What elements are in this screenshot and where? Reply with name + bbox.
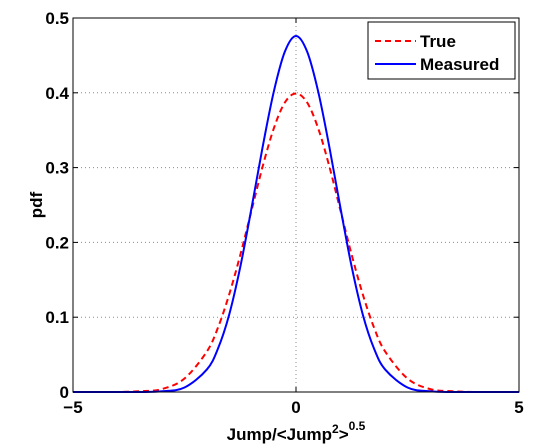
y-axis-label: pdf: [27, 191, 46, 218]
legend: True Measured: [367, 21, 516, 80]
y-tick-label: 0.5: [45, 9, 69, 28]
x-axis-label: Jump/<Jump2>0.5: [227, 419, 366, 444]
axis-ticks: −5 0 500.10.20.30.40.5: [45, 9, 523, 417]
y-tick-label: 0.3: [45, 159, 69, 178]
series-line-true: [73, 92, 519, 394]
y-tick-label: 0: [60, 383, 69, 402]
legend-label-true: True: [420, 32, 456, 51]
x-tick-label: 0: [291, 398, 300, 417]
x-tick-label: −5: [63, 398, 82, 417]
legend-label-measured: Measured: [420, 55, 499, 74]
x-tick-label: 5: [514, 398, 523, 417]
y-tick-label: 0.1: [45, 308, 69, 327]
legend-box: [367, 21, 516, 80]
series-line-measured: [73, 34, 519, 394]
y-tick-label: 0.2: [45, 233, 69, 252]
series-lines: [73, 34, 519, 394]
y-tick-label: 0.4: [45, 84, 69, 103]
